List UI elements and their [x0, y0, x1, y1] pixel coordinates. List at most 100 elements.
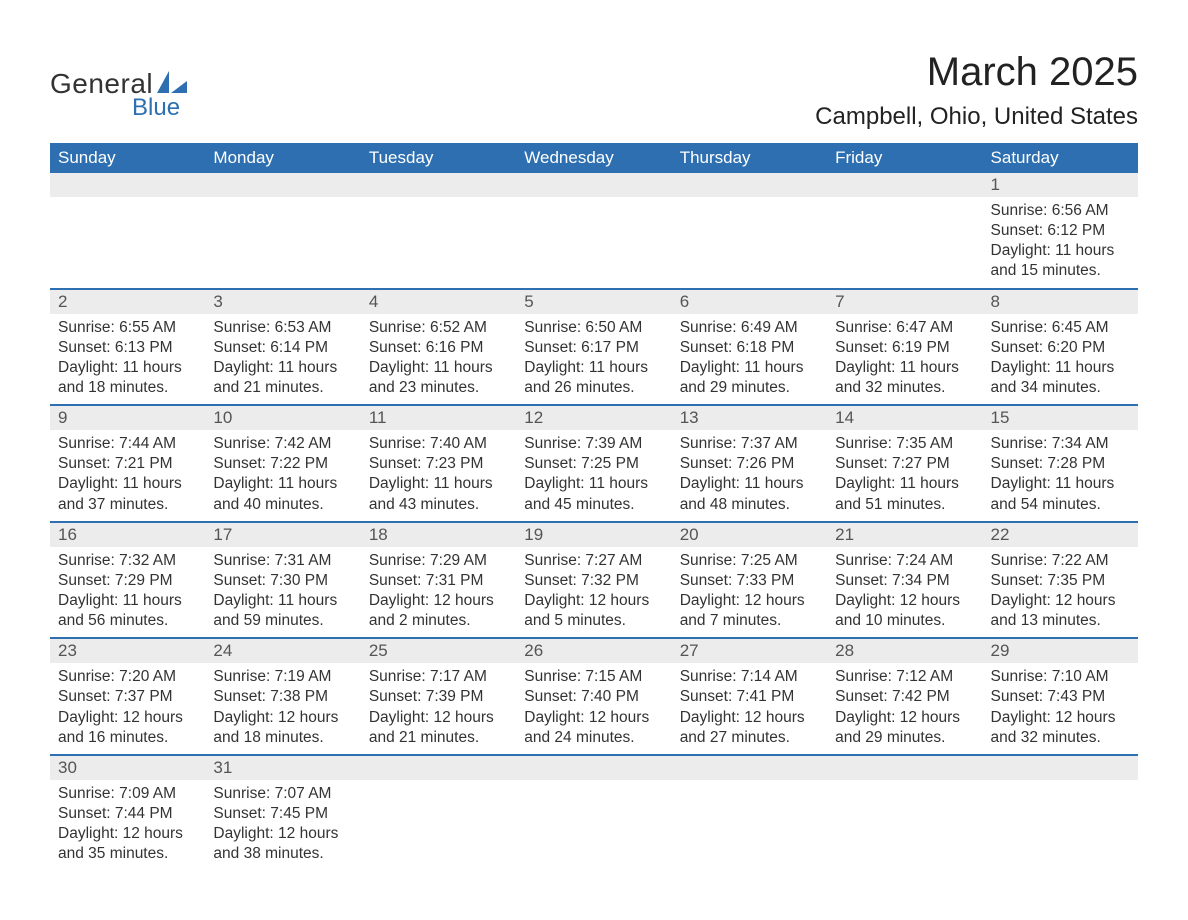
day-number: 13: [672, 406, 827, 430]
sunrise-line: Sunrise: 6:45 AM: [991, 318, 1130, 338]
day-header: Saturday: [983, 143, 1138, 173]
daylight-line: Daylight: 11 hours and 21 minutes.: [213, 358, 352, 398]
calendar-cell: 13Sunrise: 7:37 AMSunset: 7:26 PMDayligh…: [672, 405, 827, 522]
daylight-line: Daylight: 11 hours and 43 minutes.: [369, 474, 508, 514]
sunset-line: Sunset: 7:40 PM: [524, 687, 663, 707]
sunrise-line: Sunrise: 7:09 AM: [58, 784, 197, 804]
month-title: March 2025: [815, 50, 1138, 95]
daylight-line: Daylight: 11 hours and 32 minutes.: [835, 358, 974, 398]
calendar-cell: 10Sunrise: 7:42 AMSunset: 7:22 PMDayligh…: [205, 405, 360, 522]
sunrise-line: Sunrise: 7:39 AM: [524, 434, 663, 454]
daylight-line: Daylight: 11 hours and 45 minutes.: [524, 474, 663, 514]
day-details: [50, 197, 205, 207]
sunrise-line: Sunrise: 7:12 AM: [835, 667, 974, 687]
calendar-week: 16Sunrise: 7:32 AMSunset: 7:29 PMDayligh…: [50, 522, 1138, 639]
sunset-line: Sunset: 7:44 PM: [58, 804, 197, 824]
sunrise-line: Sunrise: 6:56 AM: [991, 201, 1130, 221]
day-number: [516, 173, 671, 197]
sunrise-line: Sunrise: 7:44 AM: [58, 434, 197, 454]
calendar-cell: [827, 173, 982, 289]
daylight-line: Daylight: 12 hours and 18 minutes.: [213, 708, 352, 748]
calendar-table: SundayMondayTuesdayWednesdayThursdayFrid…: [50, 143, 1138, 870]
sunset-line: Sunset: 6:17 PM: [524, 338, 663, 358]
daylight-line: Daylight: 12 hours and 5 minutes.: [524, 591, 663, 631]
sunrise-line: Sunrise: 7:07 AM: [213, 784, 352, 804]
sunset-line: Sunset: 7:28 PM: [991, 454, 1130, 474]
day-number: 9: [50, 406, 205, 430]
day-number: [672, 173, 827, 197]
calendar-cell: 19Sunrise: 7:27 AMSunset: 7:32 PMDayligh…: [516, 522, 671, 639]
day-details: Sunrise: 6:52 AMSunset: 6:16 PMDaylight:…: [361, 314, 516, 405]
day-details: Sunrise: 7:07 AMSunset: 7:45 PMDaylight:…: [205, 780, 360, 871]
calendar-cell: 14Sunrise: 7:35 AMSunset: 7:27 PMDayligh…: [827, 405, 982, 522]
sunset-line: Sunset: 7:26 PM: [680, 454, 819, 474]
day-details: Sunrise: 7:37 AMSunset: 7:26 PMDaylight:…: [672, 430, 827, 521]
sunrise-line: Sunrise: 7:27 AM: [524, 551, 663, 571]
calendar-cell: 9Sunrise: 7:44 AMSunset: 7:21 PMDaylight…: [50, 405, 205, 522]
sunset-line: Sunset: 7:22 PM: [213, 454, 352, 474]
day-number: 23: [50, 639, 205, 663]
sunset-line: Sunset: 7:38 PM: [213, 687, 352, 707]
calendar-cell: 28Sunrise: 7:12 AMSunset: 7:42 PMDayligh…: [827, 638, 982, 755]
sunrise-line: Sunrise: 6:50 AM: [524, 318, 663, 338]
calendar-cell: 12Sunrise: 7:39 AMSunset: 7:25 PMDayligh…: [516, 405, 671, 522]
day-header: Wednesday: [516, 143, 671, 173]
day-details: Sunrise: 6:53 AMSunset: 6:14 PMDaylight:…: [205, 314, 360, 405]
day-details: Sunrise: 7:14 AMSunset: 7:41 PMDaylight:…: [672, 663, 827, 754]
calendar-cell: 24Sunrise: 7:19 AMSunset: 7:38 PMDayligh…: [205, 638, 360, 755]
sunset-line: Sunset: 6:19 PM: [835, 338, 974, 358]
day-number: 12: [516, 406, 671, 430]
sunrise-line: Sunrise: 7:34 AM: [991, 434, 1130, 454]
daylight-line: Daylight: 11 hours and 18 minutes.: [58, 358, 197, 398]
sunrise-line: Sunrise: 7:25 AM: [680, 551, 819, 571]
day-number: 17: [205, 523, 360, 547]
day-number: 5: [516, 290, 671, 314]
sunrise-line: Sunrise: 7:15 AM: [524, 667, 663, 687]
daylight-line: Daylight: 12 hours and 24 minutes.: [524, 708, 663, 748]
daylight-line: Daylight: 12 hours and 38 minutes.: [213, 824, 352, 864]
calendar-cell: 30Sunrise: 7:09 AMSunset: 7:44 PMDayligh…: [50, 755, 205, 871]
day-number: 1: [983, 173, 1138, 197]
day-number: [361, 173, 516, 197]
sunset-line: Sunset: 7:30 PM: [213, 571, 352, 591]
sunrise-line: Sunrise: 7:35 AM: [835, 434, 974, 454]
calendar-cell: 20Sunrise: 7:25 AMSunset: 7:33 PMDayligh…: [672, 522, 827, 639]
day-number: 22: [983, 523, 1138, 547]
daylight-line: Daylight: 12 hours and 2 minutes.: [369, 591, 508, 631]
header: General Blue March 2025 Campbell, Ohio, …: [50, 50, 1138, 131]
daylight-line: Daylight: 12 hours and 13 minutes.: [991, 591, 1130, 631]
calendar-cell: 27Sunrise: 7:14 AMSunset: 7:41 PMDayligh…: [672, 638, 827, 755]
calendar-cell: 17Sunrise: 7:31 AMSunset: 7:30 PMDayligh…: [205, 522, 360, 639]
day-details: Sunrise: 7:40 AMSunset: 7:23 PMDaylight:…: [361, 430, 516, 521]
daylight-line: Daylight: 11 hours and 23 minutes.: [369, 358, 508, 398]
day-details: [361, 780, 516, 790]
logo-text-blue: Blue: [132, 94, 180, 122]
day-header: Monday: [205, 143, 360, 173]
calendar-cell: [205, 173, 360, 289]
day-details: Sunrise: 7:15 AMSunset: 7:40 PMDaylight:…: [516, 663, 671, 754]
day-details: [361, 197, 516, 207]
day-details: Sunrise: 6:47 AMSunset: 6:19 PMDaylight:…: [827, 314, 982, 405]
sunset-line: Sunset: 7:34 PM: [835, 571, 974, 591]
day-details: [205, 197, 360, 207]
day-number: 21: [827, 523, 982, 547]
day-header: Friday: [827, 143, 982, 173]
calendar-cell: 5Sunrise: 6:50 AMSunset: 6:17 PMDaylight…: [516, 289, 671, 406]
day-details: Sunrise: 6:55 AMSunset: 6:13 PMDaylight:…: [50, 314, 205, 405]
sunrise-line: Sunrise: 6:49 AM: [680, 318, 819, 338]
calendar-cell: 4Sunrise: 6:52 AMSunset: 6:16 PMDaylight…: [361, 289, 516, 406]
calendar-cell: 7Sunrise: 6:47 AMSunset: 6:19 PMDaylight…: [827, 289, 982, 406]
sunset-line: Sunset: 7:32 PM: [524, 571, 663, 591]
day-details: Sunrise: 7:31 AMSunset: 7:30 PMDaylight:…: [205, 547, 360, 638]
day-header: Tuesday: [361, 143, 516, 173]
day-number: [983, 756, 1138, 780]
daylight-line: Daylight: 11 hours and 56 minutes.: [58, 591, 197, 631]
sunset-line: Sunset: 7:41 PM: [680, 687, 819, 707]
daylight-line: Daylight: 11 hours and 37 minutes.: [58, 474, 197, 514]
daylight-line: Daylight: 11 hours and 40 minutes.: [213, 474, 352, 514]
sunrise-line: Sunrise: 7:24 AM: [835, 551, 974, 571]
day-details: Sunrise: 7:20 AMSunset: 7:37 PMDaylight:…: [50, 663, 205, 754]
day-number: 11: [361, 406, 516, 430]
sunset-line: Sunset: 7:31 PM: [369, 571, 508, 591]
daylight-line: Daylight: 12 hours and 35 minutes.: [58, 824, 197, 864]
